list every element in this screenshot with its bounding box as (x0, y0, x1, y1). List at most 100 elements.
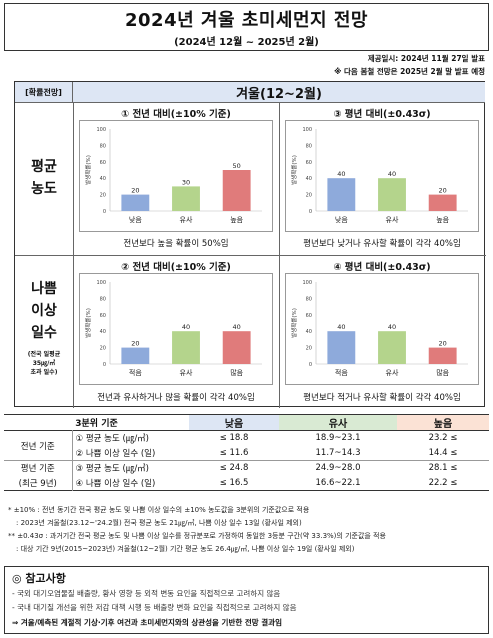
bar-data-label: 20 (439, 187, 447, 195)
chart-3: 발생확률(%) 0 20 40 60 80 100 40 낮음 40 유사 20 높음 (290, 127, 468, 224)
reference-item: - 국내 대기질 개선을 위한 저감 대책 시행 등 배출량 변화 요인을 직접… (12, 603, 297, 612)
row-note-bad: (전국 일평균 35㎍/㎥ 초과 일수) (15, 350, 73, 377)
x-tick-label: 유사 (180, 368, 193, 377)
y-tick-label: 0 (103, 362, 106, 368)
table-header-high: 높음 (397, 414, 489, 431)
bar-data-label: 20 (131, 187, 139, 195)
bar-data-label: 30 (182, 178, 190, 186)
row-label-avg-2: 농도 (31, 181, 57, 197)
bar-data-label: 40 (388, 323, 396, 331)
y-tick-label: 100 (302, 280, 312, 286)
bar-낮음 (327, 178, 356, 211)
y-tick-label: 100 (96, 127, 106, 133)
y-tick-label: 40 (100, 176, 106, 182)
y-tick-label: 80 (100, 143, 106, 149)
y-tick-label: 80 (306, 296, 312, 302)
next-forecast-note: ※ 다음 봄철 전망은 2025년 2월 말 발표 예정 (334, 67, 485, 76)
table-row: (최근 9년) ④ 나쁨 이상 일수 (일) ≤ 16.5 16.6~22.1 … (4, 475, 489, 491)
x-tick-label: 유사 (386, 368, 399, 377)
x-tick-label: 유사 (386, 215, 399, 224)
x-tick-label: 낮음 (129, 215, 142, 224)
table-cell-high: 23.2 ≤ (428, 433, 458, 444)
table-cell-low: ≤ 16.5 (219, 477, 249, 488)
y-tick-label: 80 (306, 143, 312, 149)
x-tick-label: 많음 (436, 368, 449, 377)
table-cell-low: ≤ 24.8 (219, 463, 249, 474)
panel-title-4: ④ 평년 대비(±0.43σ) (333, 262, 431, 273)
title-box: 2024년 겨울 초미세먼지 전망 (2024년 12월 ~ 2025년 2월) (4, 3, 489, 51)
note-line: * ±10% : 전년 동기간 전국 평균 농도 및 나쁨 이상 일수의 ±10… (8, 506, 310, 514)
panel-caption-1: 전년보다 높을 확률이 50%임 (123, 239, 229, 249)
panel-divider (279, 103, 280, 408)
table-cell-mid: 11.7~14.3 (315, 447, 361, 458)
table-cell-high: 28.1 ≤ (428, 463, 458, 474)
table-cell-mid: 24.9~28.0 (315, 463, 361, 474)
table-item: ④ 나쁨 이상 일수 (일) (75, 478, 156, 489)
table-header-basis: 3분위 기준 (75, 419, 118, 429)
panel-title-2: ② 전년 대비(±10% 기준) (121, 262, 231, 273)
bar-data-label: 40 (388, 170, 396, 178)
bar-적음 (327, 331, 356, 364)
y-tick-label: 40 (306, 176, 312, 182)
bar-data-label: 20 (131, 340, 139, 348)
table-item: ③ 평균 농도 (㎍/㎥) (75, 464, 150, 475)
y-tick-label: 60 (100, 313, 106, 319)
table-header-low: 낮음 (189, 414, 279, 431)
page-subtitle: (2024년 12월 ~ 2025년 2월) (174, 37, 319, 48)
y-axis-label: 발생확률(%) (84, 155, 92, 185)
table-cell-mid: 18.9~23.1 (315, 433, 361, 444)
table-cell-mid: 16.6~22.1 (315, 477, 361, 488)
table-header-mid: 유사 (279, 414, 397, 431)
note-line: : 대상 기간 9년(2015~2023년) 겨울철(12~2월) 기간 평균 … (16, 545, 355, 553)
row-note-2: 35㎍/㎥ (32, 360, 56, 367)
row-note-1: (전국 일평균 (27, 351, 61, 358)
table-group-prev: 전년 기준 (4, 430, 73, 461)
table-item: ① 평균 농도 (㎍/㎥) (75, 434, 150, 445)
x-tick-label: 많음 (230, 368, 243, 377)
y-tick-label: 60 (306, 160, 312, 166)
bar-data-label: 40 (337, 323, 345, 331)
row-label-bad: 나쁨 이상 일수 (15, 278, 73, 344)
bar-유사 (378, 178, 406, 211)
y-tick-label: 60 (306, 313, 312, 319)
y-tick-label: 80 (100, 296, 106, 302)
x-tick-label: 적음 (335, 368, 348, 377)
table-item: ② 나쁨 이상 일수 (일) (75, 448, 156, 459)
chart-frame-3: 발생확률(%) 0 20 40 60 80 100 40 낮음 40 유사 20 높음 (285, 120, 479, 232)
table-row: 평년 기준 ③ 평균 농도 (㎍/㎥) ≤ 24.8 24.9~28.0 28.… (4, 460, 489, 476)
bar-data-label: 40 (337, 170, 345, 178)
bar-높음 (222, 170, 251, 211)
y-axis-label: 발생확률(%) (290, 155, 298, 185)
y-tick-label: 20 (100, 346, 106, 352)
chart-frame-2: 발생확률(%) 0 20 40 60 80 100 20 적음 40 유사 40 많음 (79, 273, 273, 385)
y-tick-label: 100 (96, 280, 106, 286)
y-tick-label: 0 (309, 362, 312, 368)
x-tick-label: 높음 (436, 216, 449, 224)
row-note-3: 초과 일수) (30, 369, 58, 376)
bar-유사 (172, 186, 200, 211)
chart-2: 발생확률(%) 0 20 40 60 80 100 20 적음 40 유사 40 많음 (84, 280, 262, 377)
table-cell-high: 22.2 ≤ (428, 477, 458, 488)
note-line: ** ±0.43σ : 과거기간 전국 평균 농도 및 나쁨 이상 일수를 정규… (8, 532, 386, 540)
x-tick-label: 유사 (180, 215, 193, 224)
bar-data-label: 50 (233, 162, 241, 170)
panel-title-1: ① 전년 대비(±10% 기준) (121, 109, 231, 120)
table-cell-low: ≤ 18.8 (219, 433, 249, 444)
x-tick-label: 낮음 (335, 215, 348, 224)
grid-left-header: [확률전망] (15, 82, 73, 103)
provided-date: 제공일시: 2024년 11월 27일 발표 (367, 54, 485, 63)
table-group-normal: 평년 기준 (4, 460, 73, 476)
bar-낮음 (121, 194, 150, 211)
bar-data-label: 40 (233, 323, 241, 331)
y-tick-label: 0 (309, 209, 312, 215)
panel-title-3: ③ 평년 대비(±0.43σ) (333, 109, 431, 120)
panel-caption-3: 평년보다 낮거나 유사할 확률이 각각 40%임 (303, 239, 461, 249)
panel-caption-2: 전년과 유사하거나 많을 확률이 각각 40%임 (97, 393, 255, 403)
y-tick-label: 20 (306, 346, 312, 352)
bar-유사 (172, 331, 200, 364)
reference-conclusion: ⇒ 겨울/예측된 계절적 기상·기후 여건과 초미세먼지와의 상관성을 기반한 … (12, 618, 282, 627)
bar-유사 (378, 331, 406, 364)
note-line: : 2023년 겨울철(23.12~'24.2월) 전국 평균 농도 21㎍/㎥… (16, 519, 302, 527)
row-label-bad-1: 나쁨 (31, 281, 57, 297)
y-axis-label: 발생확률(%) (84, 308, 92, 338)
